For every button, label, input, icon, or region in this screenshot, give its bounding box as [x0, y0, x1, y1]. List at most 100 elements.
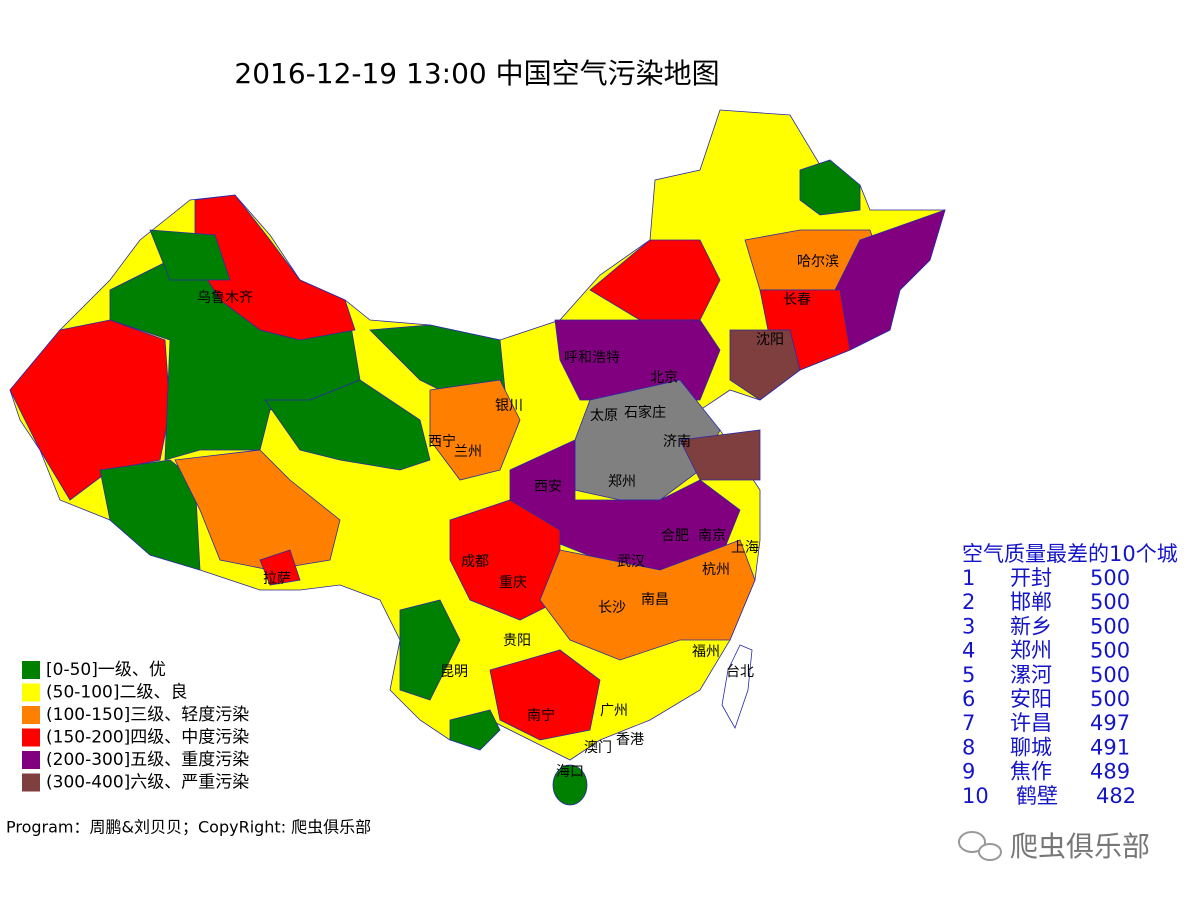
city-label: 杭州 — [702, 562, 730, 578]
rank-city: 鹤壁 — [1016, 784, 1058, 808]
rank-value: 489 — [1090, 760, 1130, 784]
city-label: 西宁 — [428, 433, 456, 450]
city-label: 台北 — [726, 664, 754, 680]
region — [9, 319, 171, 501]
city-label: 武汉 — [617, 554, 645, 570]
rank-value: 482 — [1096, 784, 1136, 808]
city-label: 石家庄 — [624, 404, 666, 421]
region — [449, 709, 501, 751]
city-label: 长春 — [783, 292, 811, 308]
legend-label: (200-300]五级、重度污染 — [46, 750, 249, 770]
legend-swatch — [22, 773, 40, 792]
city-label: 澳门 — [584, 740, 612, 756]
city-label: 贵阳 — [503, 633, 531, 649]
region — [149, 229, 231, 281]
city-label: 昆明 — [440, 664, 468, 680]
rank-number: 2 — [962, 590, 975, 614]
region — [679, 429, 761, 481]
city-label: 兰州 — [454, 444, 482, 460]
map-title: 2016-12-19 13:00 中国空气污染地图 — [234, 57, 719, 90]
rank-number: 9 — [962, 760, 975, 784]
rank-number: 8 — [962, 735, 975, 759]
city-label: 沈阳 — [756, 332, 784, 348]
region — [259, 549, 301, 586]
legend-swatch — [22, 683, 40, 702]
footer: Program：周鹏&刘贝贝；CopyRight: 爬虫俱乐部 — [6, 818, 371, 837]
region — [729, 329, 801, 401]
rank-value: 500 — [1090, 639, 1130, 663]
rank-value: 500 — [1090, 614, 1130, 638]
rank-number: 4 — [962, 639, 975, 663]
legend-swatch — [22, 661, 40, 679]
rank-city: 安阳 — [1010, 687, 1052, 711]
city-label: 南京 — [698, 528, 726, 544]
legend: [0-50]一级、优 (50-100]二级、良(100-150]三级、轻度污染 (1… — [22, 660, 249, 793]
city-label: 西安 — [534, 479, 562, 495]
city-label: 香港 — [616, 732, 644, 748]
city-label: 南昌 — [641, 592, 669, 608]
region — [174, 449, 341, 571]
rank-value: 500 — [1090, 590, 1130, 614]
rank-number: 3 — [962, 614, 975, 638]
legend-swatch — [22, 728, 40, 747]
legend-label: [0-50]一级、优 — [46, 660, 166, 680]
city-label: 重庆 — [499, 575, 527, 591]
city-label: 合肥 — [661, 528, 689, 544]
city-label: 海口 — [556, 764, 584, 780]
region — [539, 539, 756, 661]
legend-swatch — [22, 706, 40, 724]
city-label: 福州 — [692, 644, 720, 660]
rank-city: 邯郸 — [1010, 590, 1052, 614]
legend-swatch — [22, 751, 40, 769]
region — [799, 159, 861, 216]
region — [721, 644, 753, 729]
rank-number: 10 — [962, 784, 989, 808]
region — [489, 649, 601, 741]
rank-value: 500 — [1090, 663, 1130, 687]
city-label: 上海 — [731, 540, 759, 556]
legend-label: (100-150]三级、轻度污染 — [46, 705, 249, 725]
wechat-icon — [958, 831, 1002, 861]
city-label: 拉萨 — [263, 571, 291, 587]
rank-number: 5 — [962, 663, 975, 687]
city-label: 广州 — [600, 703, 628, 719]
region — [429, 379, 521, 481]
rank-value: 491 — [1090, 735, 1130, 759]
city-label: 济南 — [663, 434, 691, 450]
rank-city: 开封 — [1010, 566, 1052, 590]
rank-city: 许昌 — [1010, 711, 1052, 735]
rank-city: 漯河 — [1010, 663, 1052, 687]
city-label: 呼和浩特 — [564, 350, 620, 366]
region — [99, 459, 201, 571]
region — [399, 599, 461, 701]
rank-city: 郑州 — [1010, 639, 1052, 663]
rank-number: 1 — [962, 566, 975, 590]
watermark: 爬虫俱乐部 — [1010, 830, 1150, 863]
region — [552, 764, 588, 806]
rank-city: 新乡 — [1010, 614, 1052, 638]
ranking-title: 空气质量最差的10个城 — [962, 542, 1178, 566]
city-label: 太原 — [590, 408, 618, 424]
city-label: 银川 — [495, 398, 523, 414]
rank-city: 聊城 — [1010, 735, 1052, 759]
rank-number: 7 — [962, 711, 975, 735]
rank-value: 497 — [1090, 711, 1130, 735]
rank-value: 500 — [1090, 687, 1130, 711]
city-label: 南宁 — [527, 707, 555, 724]
legend-label: (300-400]六级、严重污染 — [46, 773, 249, 793]
city-label: 哈尔滨 — [797, 254, 839, 270]
legend-label: (50-100]二级、良 — [46, 683, 187, 703]
region — [449, 499, 561, 621]
rank-value: 500 — [1090, 566, 1130, 590]
city-label: 长沙 — [598, 600, 626, 616]
city-label: 郑州 — [608, 474, 636, 490]
city-label: 乌鲁木齐 — [197, 290, 253, 306]
rank-city: 焦作 — [1010, 760, 1052, 784]
region — [264, 379, 431, 471]
city-label: 北京 — [650, 370, 678, 386]
rank-number: 6 — [962, 687, 975, 711]
region — [194, 194, 356, 341]
